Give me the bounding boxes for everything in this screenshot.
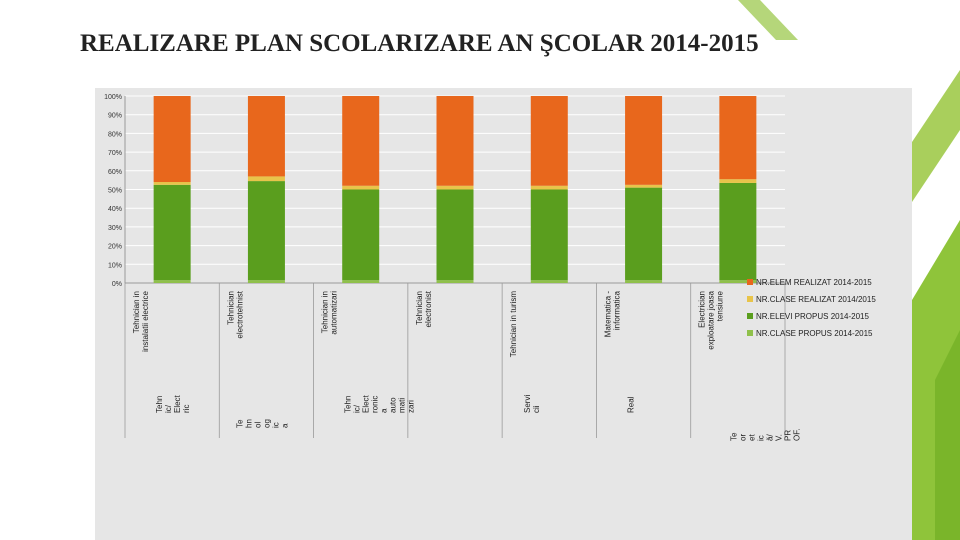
y-tick-label: 100% bbox=[104, 94, 122, 101]
bar-segment bbox=[247, 280, 285, 283]
category-label: ronic bbox=[371, 396, 380, 413]
category-label: ric bbox=[182, 405, 191, 413]
bar-segment bbox=[342, 96, 380, 186]
category-label: PR bbox=[784, 430, 793, 441]
bar-segment bbox=[153, 96, 191, 183]
bar-segment bbox=[625, 96, 663, 185]
category-label: ic bbox=[757, 435, 766, 441]
bar-segment bbox=[530, 185, 568, 190]
bar-segment bbox=[530, 189, 568, 281]
legend-swatch bbox=[747, 313, 753, 319]
category-label: OF. bbox=[793, 429, 802, 441]
bar-segment bbox=[530, 280, 568, 283]
bar-segment bbox=[153, 184, 191, 281]
bar-segment bbox=[625, 280, 663, 283]
chart-legend: NR.ELEM REALIZAT 2014-2015 NR.CLASE REALI… bbox=[747, 278, 876, 338]
legend-label: NR.CLASE PROPUS 2014-2015 bbox=[756, 329, 873, 338]
bar-segment bbox=[342, 189, 380, 281]
bar-segment bbox=[436, 185, 474, 190]
category-label: mati bbox=[398, 398, 407, 413]
legend-swatch bbox=[747, 330, 753, 336]
category-label: ic bbox=[271, 422, 280, 428]
category-label: Electrician bbox=[698, 291, 707, 328]
legend-swatch bbox=[747, 279, 753, 285]
category-label: Real bbox=[626, 396, 635, 413]
y-tick-label: 20% bbox=[108, 244, 122, 251]
chart-bars bbox=[124, 96, 786, 438]
legend-label: NR.CLASE REALIZAT 2014/2015 bbox=[756, 295, 876, 304]
category-label: exploatare joasa bbox=[707, 290, 716, 349]
y-tick-label: 0% bbox=[112, 281, 122, 288]
bar-segment bbox=[247, 96, 285, 177]
category-label: electrotehnist bbox=[235, 290, 244, 338]
category-label: Tehnician in bbox=[321, 291, 330, 333]
category-label: or bbox=[739, 434, 748, 441]
category-label: Elect bbox=[173, 394, 182, 413]
category-label: ic/ bbox=[353, 404, 362, 413]
category-label: electronist bbox=[424, 290, 433, 327]
y-tick-label: 90% bbox=[108, 113, 122, 120]
chart-panel: 0% 10% 20% 30% 40% 50% 60% 70% 80% 90% 100% Tehnic… bbox=[95, 88, 912, 540]
category-label: automatizari bbox=[330, 291, 339, 335]
legend-label: NR.ELEVI PROPUS 2014-2015 bbox=[756, 312, 869, 321]
category-label: Te bbox=[730, 432, 739, 441]
bar-segment bbox=[153, 280, 191, 283]
bar-segment bbox=[530, 96, 568, 186]
category-label: Tehnician bbox=[415, 291, 424, 325]
category-label: Tehnician bbox=[226, 291, 235, 325]
legend-swatch bbox=[747, 296, 753, 302]
stacked-bar-chart: 0%10%20%30%40%50%60%70%80%90%100% Tehnic… bbox=[104, 94, 876, 441]
category-label: Tehnician in bbox=[132, 291, 141, 333]
page-title: REALIZARE PLAN SCOLARIZARE AN ŞCOLAR 201… bbox=[80, 30, 759, 57]
category-label: Tehn bbox=[155, 396, 164, 413]
category-label: a bbox=[380, 408, 389, 413]
category-label: instalatii electrice bbox=[141, 290, 150, 351]
bar-segment bbox=[436, 280, 474, 283]
y-tick-label: 60% bbox=[108, 169, 122, 176]
category-label: Tehn bbox=[344, 396, 353, 413]
category-label: a bbox=[280, 423, 289, 428]
category-label: informatica bbox=[612, 290, 621, 330]
bar-segment bbox=[719, 182, 757, 281]
category-label: V. bbox=[775, 434, 784, 441]
bar-segment bbox=[719, 280, 757, 283]
bar-segment bbox=[247, 181, 285, 281]
category-label: tensiune bbox=[716, 290, 725, 321]
bar-segment bbox=[342, 185, 380, 190]
bar-segment bbox=[247, 176, 285, 182]
category-label: ă/ bbox=[766, 434, 775, 441]
y-tick-label: 50% bbox=[108, 188, 122, 195]
y-tick-label: 30% bbox=[108, 225, 122, 232]
bar-segment bbox=[719, 96, 757, 180]
y-tick-label: 10% bbox=[108, 262, 122, 269]
category-label: cii bbox=[532, 405, 541, 413]
category-label: Tehnician in turism bbox=[509, 291, 518, 358]
category-label: hn bbox=[244, 419, 253, 428]
bar-segment bbox=[436, 96, 474, 186]
category-label: ol bbox=[253, 422, 262, 428]
category-label: Elect bbox=[362, 394, 371, 413]
category-label: Servi bbox=[523, 395, 532, 413]
bar-segment bbox=[153, 182, 191, 185]
category-label: Te bbox=[235, 419, 244, 428]
legend-label: NR.ELEM REALIZAT 2014-2015 bbox=[756, 278, 872, 287]
category-label: og bbox=[262, 419, 271, 428]
bar-segment bbox=[625, 184, 663, 188]
y-tick-label: 70% bbox=[108, 150, 122, 157]
y-tick-label: 40% bbox=[108, 206, 122, 213]
category-label: zari bbox=[407, 400, 416, 413]
bar-segment bbox=[719, 179, 757, 183]
bar-segment bbox=[342, 280, 380, 283]
category-label: auto bbox=[389, 397, 398, 413]
category-label: et bbox=[748, 434, 757, 441]
category-label: ic/ bbox=[164, 404, 173, 413]
category-label: Matematica - bbox=[603, 291, 612, 338]
bar-segment bbox=[625, 187, 663, 281]
y-tick-label: 80% bbox=[108, 131, 122, 138]
bar-segment bbox=[436, 189, 474, 281]
